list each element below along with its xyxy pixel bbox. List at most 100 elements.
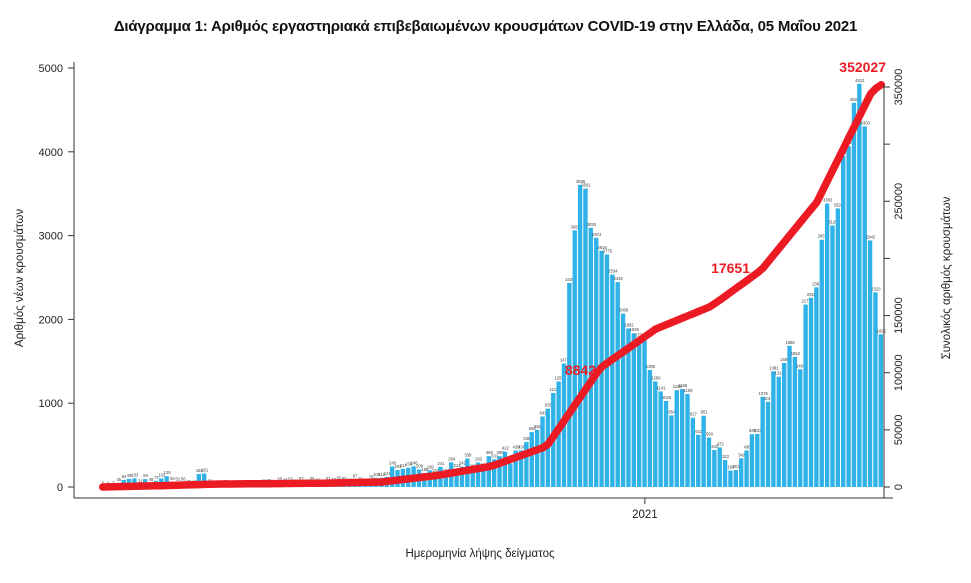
- daily-cases-bar: [615, 282, 620, 487]
- bar-value-label: 246: [411, 460, 419, 465]
- bar-value-label: 1473: [560, 358, 570, 363]
- right-tick-label: 100000: [893, 354, 905, 391]
- bar-value-label: 2775: [603, 248, 613, 253]
- daily-cases-bar: [701, 415, 706, 487]
- bar-value-label: 935: [545, 403, 553, 408]
- bar-value-label: 60: [342, 476, 347, 481]
- daily-cases-bar: [636, 338, 642, 487]
- daily-cases-bar: [841, 155, 846, 487]
- daily-cases-bar: [685, 394, 690, 487]
- bar-value-label: 2435: [565, 277, 575, 282]
- bar-value-label: 52: [288, 477, 293, 482]
- bar-value-label: 2323: [871, 286, 881, 291]
- bar-value-label: 854: [668, 409, 676, 414]
- daily-cases-bar: [610, 274, 615, 487]
- daily-cases-bar: [728, 470, 733, 487]
- daily-cases-bar: [534, 429, 540, 487]
- bar-value-label: 4812: [855, 78, 865, 83]
- bar-value-label: 161: [201, 468, 209, 473]
- bar-value-label: 2069: [619, 308, 629, 313]
- bar-value-label: 59: [310, 476, 315, 481]
- bar-value-label: 3383: [823, 198, 833, 203]
- bar-value-label: 322: [722, 454, 730, 459]
- bar-value-label: 1122: [549, 387, 559, 392]
- bar-value-label: 242: [459, 461, 467, 466]
- bar-value-label: 1017: [764, 396, 774, 401]
- daily-cases-bar: [164, 476, 169, 487]
- bar-value-label: 3062: [571, 224, 581, 229]
- bar-value-label: 331: [491, 453, 499, 458]
- daily-cases-bar: [486, 456, 491, 487]
- bar-value-label: 2942: [866, 234, 876, 239]
- daily-cases-bar: [518, 450, 524, 487]
- daily-cases-bar: [669, 415, 674, 487]
- bar-value-label: 74: [154, 475, 159, 480]
- daily-cases-bar: [819, 239, 824, 487]
- bar-value-label: 1770: [635, 333, 645, 338]
- bar-value-label: 342: [738, 452, 746, 457]
- bar-value-label: 241: [437, 461, 445, 466]
- bar-value-label: 442: [711, 444, 719, 449]
- bar-value-label: 1480: [780, 357, 790, 362]
- bar-value-label: 230: [405, 462, 413, 467]
- bar-value-label: 3093: [587, 222, 597, 227]
- daily-cases-bar: [792, 356, 798, 487]
- bar-value-label: 214: [454, 463, 462, 468]
- daily-cases-bar: [733, 470, 739, 487]
- bar-value-label: 1259: [554, 375, 564, 380]
- bar-value-label: 472: [717, 441, 725, 446]
- bar-value-label: 129: [164, 470, 172, 475]
- bar-value-label: 3561: [581, 183, 591, 188]
- bar-value-label: 110: [379, 472, 386, 477]
- daily-cases-bar: [851, 102, 857, 488]
- bar-value-label: 1822: [877, 328, 887, 333]
- left-tick-label: 3000: [39, 231, 63, 243]
- daily-cases-bar: [604, 254, 610, 487]
- daily-cases-bar: [502, 451, 508, 487]
- right-tick-label: 50000: [893, 415, 905, 446]
- bar-value-label: 1109: [683, 388, 693, 393]
- right-tick-label: 0: [893, 484, 905, 490]
- daily-cases-bar: [196, 473, 202, 487]
- bar-value-label: 55: [278, 476, 283, 481]
- right-tick-label: 150000: [893, 297, 905, 334]
- bar-value-label: 655: [529, 426, 537, 431]
- daily-cases-bar: [696, 434, 701, 487]
- daily-cases-bar: [857, 83, 862, 487]
- daily-cases-bar: [642, 340, 647, 487]
- bar-value-label: 4584: [850, 97, 860, 102]
- bar-value-label: 209: [416, 463, 424, 468]
- bar-value-label: 1026: [662, 395, 672, 400]
- left-tick-label: 2000: [39, 314, 63, 326]
- bar-value-label: 3324: [834, 202, 844, 207]
- daily-cases-bar: [739, 458, 744, 487]
- daily-cases-bar: [771, 371, 776, 487]
- bar-value-label: 3120: [828, 220, 838, 225]
- bar-value-label: 368: [497, 450, 505, 455]
- daily-cases-bar: [513, 450, 518, 487]
- bar-value-label: 633: [754, 428, 762, 433]
- daily-cases-bar: [653, 381, 658, 487]
- daily-cases-bar: [814, 287, 819, 487]
- daily-cases-bar: [873, 292, 878, 487]
- bar-value-label: 1156: [673, 384, 683, 389]
- left-tick-label: 1000: [39, 398, 63, 410]
- daily-cases-bar: [765, 401, 771, 487]
- bar-value-label: 1076: [759, 391, 769, 396]
- bar-value-label: 2974: [592, 232, 602, 237]
- bar-value-label: 203: [395, 464, 403, 469]
- bar-value-label: 682: [534, 424, 542, 429]
- daily-cases-bar: [497, 456, 502, 487]
- bar-value-label: 630: [749, 428, 757, 433]
- daily-cases-bar: [577, 184, 583, 487]
- daily-cases-bar: [808, 297, 814, 487]
- daily-cases-bar: [712, 449, 717, 487]
- bar-value-label: 57: [326, 476, 331, 481]
- bar-value-label: 156: [196, 468, 204, 473]
- bar-value-label: 2819: [597, 245, 607, 250]
- daily-cases-bar: [588, 227, 594, 487]
- x-axis-title: Ημερομηνία λήψης δείγματος: [405, 548, 555, 560]
- daily-cases-bar: [781, 362, 787, 487]
- daily-cases-bar: [835, 208, 841, 487]
